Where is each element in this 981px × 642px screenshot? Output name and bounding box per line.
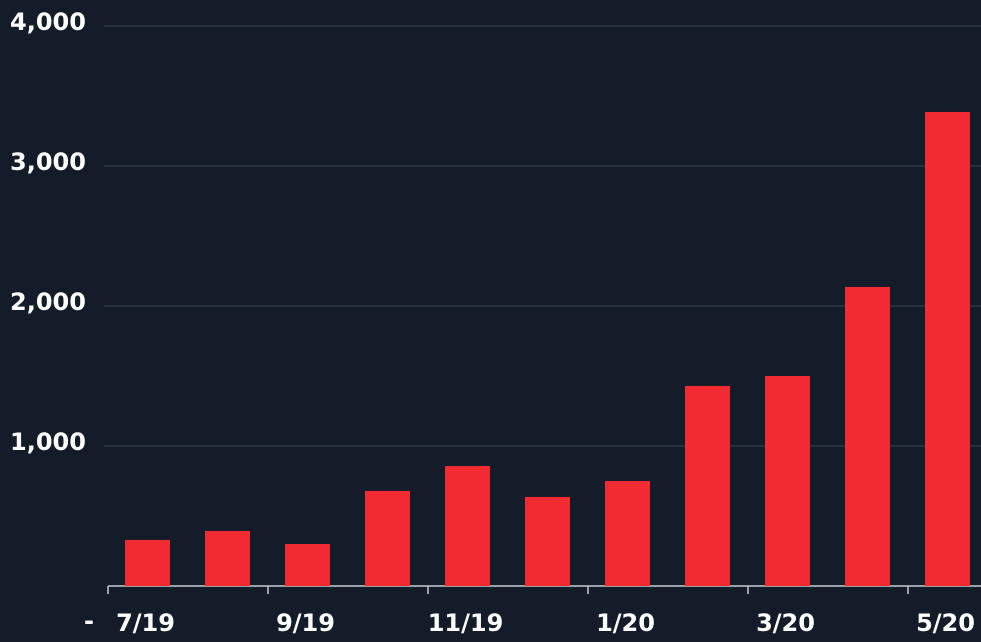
bar xyxy=(685,385,730,586)
y-tick-label: 3,000 xyxy=(10,148,86,176)
bar xyxy=(285,544,330,586)
x-tick-label: 3/20 xyxy=(756,609,815,637)
y-tick-label: - xyxy=(84,607,94,635)
bar xyxy=(445,466,490,586)
bar xyxy=(925,111,970,587)
x-tick-label: 1/20 xyxy=(596,609,655,637)
y-tick-label: 4,000 xyxy=(10,8,86,36)
x-tick-label: 9/19 xyxy=(276,609,335,637)
bar xyxy=(365,490,410,586)
y-tick-label: 1,000 xyxy=(10,428,86,456)
x-tick-label: 11/19 xyxy=(428,609,504,637)
y-tick-label: 2,000 xyxy=(10,288,86,316)
bar xyxy=(125,539,170,586)
x-tick-label: 7/19 xyxy=(116,609,175,637)
x-tick-label: 5/20 xyxy=(916,609,975,637)
bar xyxy=(205,530,250,586)
bar xyxy=(765,376,810,586)
bar xyxy=(845,286,890,586)
bar xyxy=(605,481,650,586)
bar xyxy=(525,496,570,586)
